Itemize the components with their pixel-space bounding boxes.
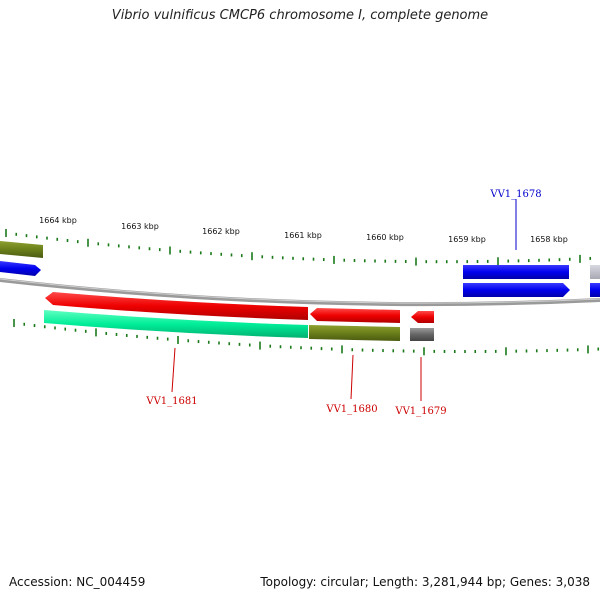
gene-label-vv1-1680[interactable]: VV1_1680: [325, 404, 377, 415]
gray-feature-vv1-1679[interactable]: [410, 328, 434, 341]
genome-summary-text: Topology: circular; Length: 3,281,944 bp…: [260, 575, 590, 589]
inner-tick-ring: [13, 319, 600, 356]
accession-text: Accession: NC_004459: [9, 575, 146, 589]
scale-label: 1664 kbp: [39, 216, 77, 225]
scale-label: 1660 kbp: [366, 233, 404, 242]
forward-cds-arrow[interactable]: [0, 261, 41, 276]
forward-cds-arrow[interactable]: [463, 283, 570, 297]
gene-label-vv1-1681[interactable]: VV1_1681: [145, 396, 197, 407]
reverse-cds-vv1-1681-arrow[interactable]: [45, 292, 308, 320]
genome-backbone: [0, 278, 600, 307]
reverse-cds-vv1-1680-arrow[interactable]: [310, 308, 400, 323]
cyan-feature-vv1-1681[interactable]: [44, 310, 308, 338]
gene-label-vv1-1679[interactable]: VV1_1679: [394, 406, 446, 417]
scale-label: 1663 kbp: [121, 222, 159, 231]
map-title: Vibrio vulnificus CMCP6 chromosome I, co…: [111, 8, 489, 23]
forward-cds-vv1-1678[interactable]: [463, 265, 569, 279]
backbone-highlight: [0, 278, 600, 304]
olive-feature[interactable]: [0, 241, 43, 258]
leader-line-vv1-1680: [350, 354, 354, 400]
scale-label: 1659 kbp: [448, 235, 486, 244]
gene-label-vv1-1678[interactable]: VV1_1678: [489, 189, 541, 200]
scale-label: 1662 kbp: [202, 227, 240, 236]
scale-label: 1661 kbp: [284, 231, 322, 240]
scale-label: 1658 kbp: [530, 235, 568, 244]
leader-line-vv1-1681: [171, 347, 176, 393]
forward-cds-arrow[interactable]: [590, 283, 600, 297]
light-feature[interactable]: [590, 265, 600, 279]
outer-tick-ring: [5, 229, 592, 266]
reverse-cds-vv1-1679-arrow[interactable]: [411, 311, 434, 323]
olive-feature-vv1-1680[interactable]: [309, 325, 400, 341]
